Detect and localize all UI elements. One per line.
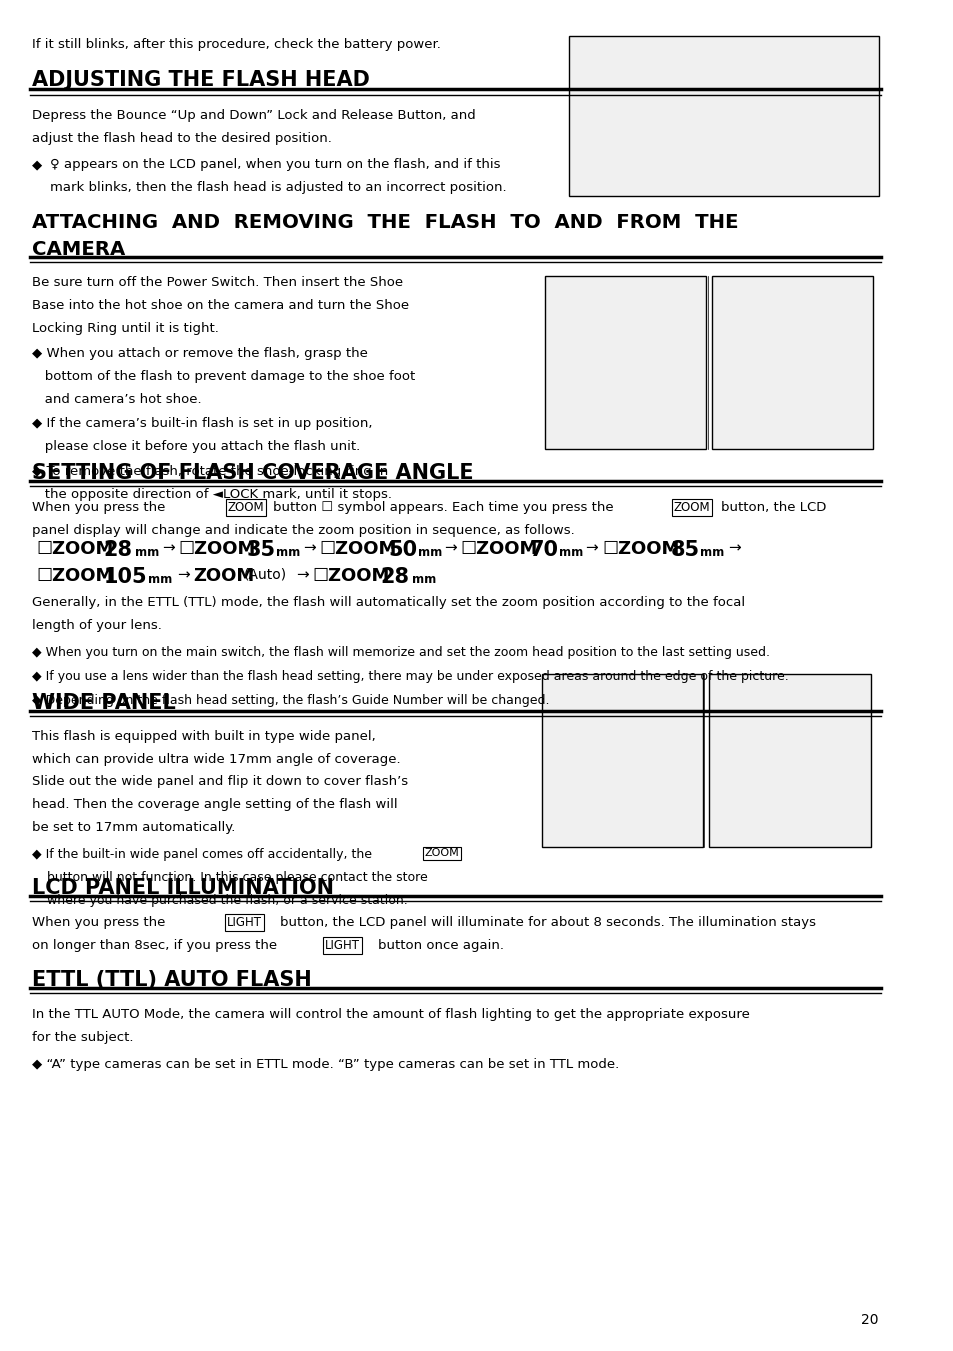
Text: →: →: [295, 567, 309, 582]
Text: Depress the Bounce “Up and Down” Lock and Release Button, and: Depress the Bounce “Up and Down” Lock an…: [31, 109, 476, 123]
Text: 50: 50: [388, 540, 416, 561]
FancyBboxPatch shape: [712, 276, 872, 449]
Text: 20: 20: [861, 1313, 878, 1327]
Text: When you press the: When you press the: [31, 501, 165, 515]
Text: ZOOM: ZOOM: [424, 848, 458, 858]
Text: ☐ZOOM: ☐ZOOM: [460, 540, 537, 558]
Text: →: →: [728, 540, 740, 555]
Text: If it still blinks, after this procedure, check the battery power.: If it still blinks, after this procedure…: [31, 38, 440, 51]
Text: ☐ZOOM: ☐ZOOM: [601, 540, 679, 558]
FancyBboxPatch shape: [544, 276, 705, 449]
Text: head. Then the coverage angle setting of the flash will: head. Then the coverage angle setting of…: [31, 798, 397, 812]
Text: ZOOM: ZOOM: [673, 501, 710, 515]
Text: ATTACHING  AND  REMOVING  THE  FLASH  TO  AND  FROM  THE: ATTACHING AND REMOVING THE FLASH TO AND …: [31, 213, 738, 232]
Text: ◆ When you turn on the main switch, the flash will memorize and set the zoom hea: ◆ When you turn on the main switch, the …: [31, 646, 769, 659]
FancyBboxPatch shape: [709, 674, 870, 847]
Text: (Auto): (Auto): [244, 567, 287, 581]
Text: mm: mm: [275, 546, 300, 559]
Text: mark blinks, then the flash head is adjusted to an incorrect position.: mark blinks, then the flash head is adju…: [51, 181, 506, 195]
Text: button, the LCD: button, the LCD: [720, 501, 826, 515]
Text: WIDE PANEL: WIDE PANEL: [31, 693, 175, 713]
Text: ETTL (TTL) AUTO FLASH: ETTL (TTL) AUTO FLASH: [31, 970, 312, 990]
Text: bottom of the flash to prevent damage to the shoe foot: bottom of the flash to prevent damage to…: [31, 370, 415, 384]
Text: ☐ZOOM: ☐ZOOM: [36, 540, 113, 558]
Text: LCD PANEL ILLUMINATION: LCD PANEL ILLUMINATION: [31, 878, 334, 898]
Text: →: →: [176, 567, 190, 582]
Text: CAMERA: CAMERA: [31, 240, 125, 259]
Text: →: →: [444, 540, 456, 555]
Text: please close it before you attach the flash unit.: please close it before you attach the fl…: [31, 440, 359, 454]
Text: which can provide ultra wide 17mm angle of coverage.: which can provide ultra wide 17mm angle …: [31, 753, 400, 766]
Text: →: →: [162, 540, 174, 555]
Text: mm: mm: [558, 546, 583, 559]
Text: button ☐ symbol appears. Each time you press the: button ☐ symbol appears. Each time you p…: [273, 501, 613, 515]
Text: adjust the flash head to the desired position.: adjust the flash head to the desired pos…: [31, 132, 332, 146]
Text: mm: mm: [149, 573, 172, 586]
Text: mm: mm: [411, 573, 436, 586]
Text: ☐ZOOM: ☐ZOOM: [36, 567, 113, 585]
Text: LIGHT: LIGHT: [227, 916, 261, 929]
Text: 70: 70: [529, 540, 558, 561]
Text: ◆ If the camera’s built-in flash is set in up position,: ◆ If the camera’s built-in flash is set …: [31, 417, 372, 431]
Text: ◆ If the built-in wide panel comes off accidentally, the: ◆ If the built-in wide panel comes off a…: [31, 848, 372, 862]
Text: When you press the: When you press the: [31, 916, 165, 929]
Text: be set to 17mm automatically.: be set to 17mm automatically.: [31, 821, 235, 835]
Text: Slide out the wide panel and flip it down to cover flash’s: Slide out the wide panel and flip it dow…: [31, 775, 408, 789]
Text: on longer than 8sec, if you press the: on longer than 8sec, if you press the: [31, 939, 276, 952]
Text: 105: 105: [104, 567, 148, 588]
Text: button once again.: button once again.: [377, 939, 503, 952]
Text: SETTING OF FLASH COVERAGE ANGLE: SETTING OF FLASH COVERAGE ANGLE: [31, 463, 473, 484]
Text: Locking Ring until it is tight.: Locking Ring until it is tight.: [31, 322, 218, 335]
Text: In the TTL AUTO Mode, the camera will control the amount of flash lighting to ge: In the TTL AUTO Mode, the camera will co…: [31, 1008, 749, 1021]
Text: the opposite direction of ◄LOCK mark, until it stops.: the opposite direction of ◄LOCK mark, un…: [31, 488, 392, 501]
Text: ☐ZOOM: ☐ZOOM: [178, 540, 255, 558]
Text: ☐ZOOM: ☐ZOOM: [312, 567, 390, 585]
Text: ☐ZOOM: ☐ZOOM: [319, 540, 396, 558]
Text: 28: 28: [380, 567, 409, 588]
Text: 28: 28: [104, 540, 132, 561]
Text: Be sure turn off the Power Switch. Then insert the Shoe: Be sure turn off the Power Switch. Then …: [31, 276, 402, 289]
Text: This flash is equipped with built in type wide panel,: This flash is equipped with built in typ…: [31, 730, 375, 743]
Text: length of your lens.: length of your lens.: [31, 619, 162, 632]
Text: ZOOM: ZOOM: [228, 501, 264, 515]
Text: button will not function. In this case please contact the store: button will not function. In this case p…: [48, 871, 428, 885]
Text: mm: mm: [700, 546, 724, 559]
Text: ◆ “A” type cameras can be set in ETTL mode. “B” type cameras can be set in TTL m: ◆ “A” type cameras can be set in ETTL mo…: [31, 1058, 618, 1071]
Text: ◆ To remove the flash, rotate the shoe-locking ring in: ◆ To remove the flash, rotate the shoe-l…: [31, 465, 388, 478]
Text: →: →: [303, 540, 315, 555]
Text: ◆: ◆: [31, 158, 42, 172]
Text: ZOOM: ZOOM: [193, 567, 254, 585]
Text: 35: 35: [247, 540, 275, 561]
Text: and camera’s hot shoe.: and camera’s hot shoe.: [31, 393, 201, 407]
Text: ◆ Depending on the flash head setting, the flash’s Guide Number will be changed.: ◆ Depending on the flash head setting, t…: [31, 694, 549, 708]
Text: ◆ If you use a lens wider than the flash head setting, there may be under expose: ◆ If you use a lens wider than the flash…: [31, 670, 788, 684]
FancyBboxPatch shape: [541, 674, 702, 847]
Text: ♀ appears on the LCD panel, when you turn on the flash, and if this: ♀ appears on the LCD panel, when you tur…: [51, 158, 500, 172]
Text: mm: mm: [134, 546, 159, 559]
Text: panel display will change and indicate the zoom position in sequence, as follows: panel display will change and indicate t…: [31, 524, 574, 538]
Text: ADJUSTING THE FLASH HEAD: ADJUSTING THE FLASH HEAD: [31, 70, 370, 91]
Text: mm: mm: [417, 546, 442, 559]
Text: where you have purchased the flash, or a service station.: where you have purchased the flash, or a…: [48, 894, 408, 908]
Text: for the subject.: for the subject.: [31, 1031, 133, 1044]
FancyBboxPatch shape: [569, 36, 878, 196]
Text: Base into the hot shoe on the camera and turn the Shoe: Base into the hot shoe on the camera and…: [31, 299, 409, 312]
Text: →: →: [585, 540, 598, 555]
Text: button, the LCD panel will illuminate for about 8 seconds. The illumination stay: button, the LCD panel will illuminate fo…: [279, 916, 815, 929]
Text: LIGHT: LIGHT: [325, 939, 359, 952]
Text: 85: 85: [670, 540, 699, 561]
Text: ◆ When you attach or remove the flash, grasp the: ◆ When you attach or remove the flash, g…: [31, 347, 367, 361]
Text: Generally, in the ETTL (TTL) mode, the flash will automatically set the zoom pos: Generally, in the ETTL (TTL) mode, the f…: [31, 596, 744, 609]
